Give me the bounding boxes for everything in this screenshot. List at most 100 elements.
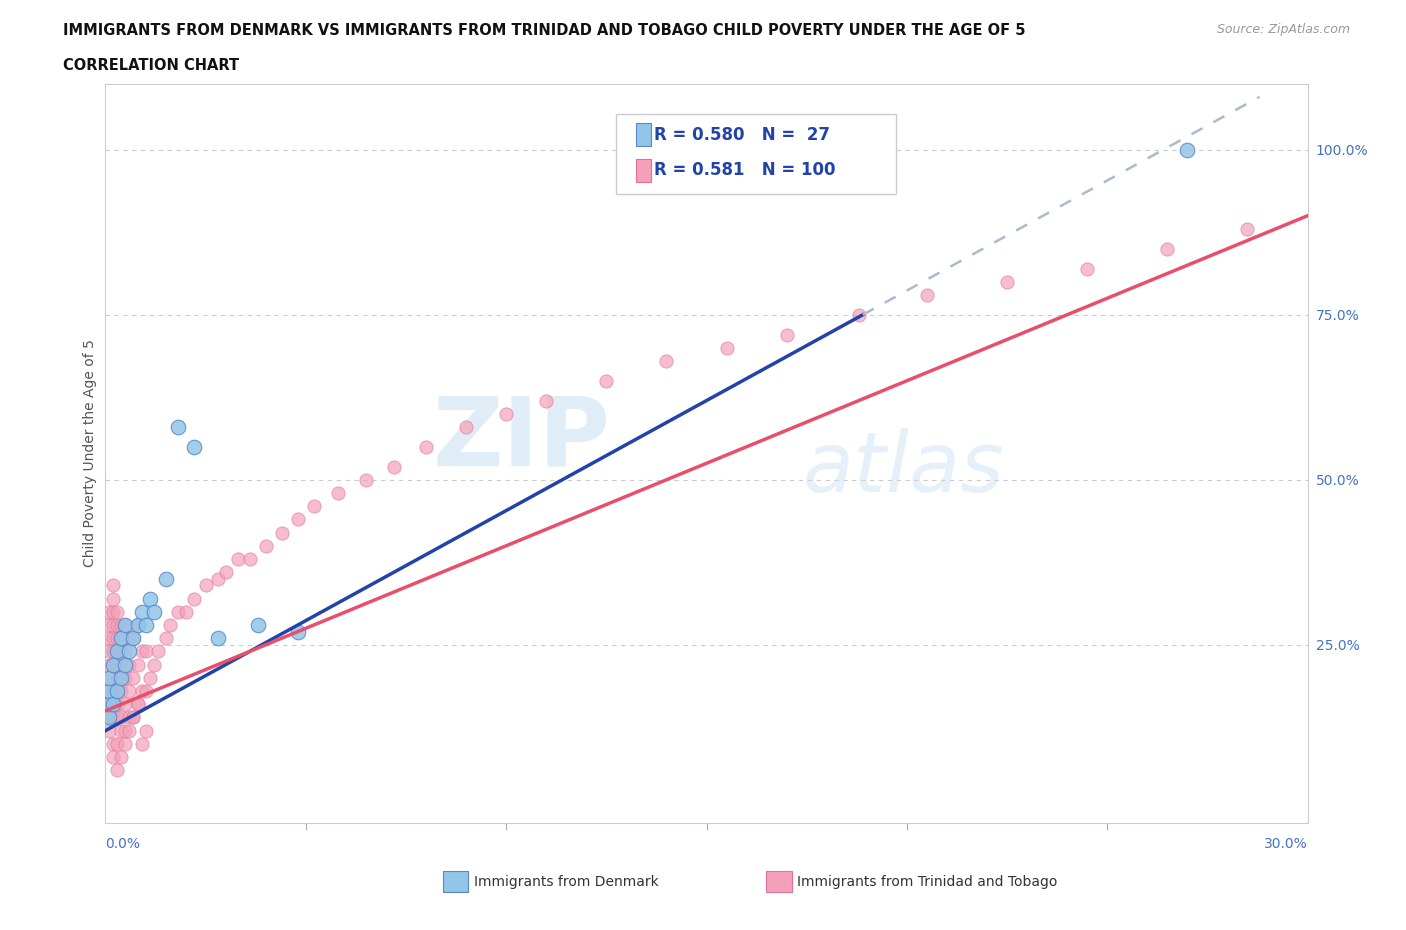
Point (110, 750, 132, 764)
Point (107, 644, 129, 658)
Point (98, 671, 121, 685)
Point (98, 631, 121, 645)
Point (354, 472, 377, 487)
Point (1076, 261, 1098, 276)
Point (107, 631, 129, 645)
Point (138, 671, 160, 685)
Point (118, 631, 141, 645)
Point (1236, 221, 1258, 236)
Point (98, 658, 121, 672)
Text: ZIP: ZIP (433, 392, 610, 485)
Text: IMMIGRANTS FROM DENMARK VS IMMIGRANTS FROM TRINIDAD AND TOBAGO CHILD POVERTY UND: IMMIGRANTS FROM DENMARK VS IMMIGRANTS FR… (63, 23, 1026, 38)
Point (98, 671, 121, 685)
Point (107, 684, 129, 698)
Point (131, 737, 153, 751)
Point (114, 618, 136, 632)
Point (127, 618, 149, 632)
Point (207, 631, 229, 645)
Point (131, 604, 153, 619)
Point (848, 307, 870, 322)
Point (194, 578, 217, 592)
Point (103, 644, 125, 658)
Point (454, 419, 477, 434)
Point (98, 724, 121, 738)
Point (114, 671, 136, 685)
Point (214, 565, 236, 579)
Point (107, 671, 129, 685)
Point (127, 618, 149, 632)
Point (595, 373, 617, 388)
Point (98, 684, 121, 698)
Point (122, 631, 145, 645)
Point (166, 419, 188, 434)
Point (716, 340, 738, 355)
Point (110, 671, 132, 685)
Point (495, 406, 517, 421)
Point (207, 571, 229, 586)
Point (174, 604, 197, 619)
Point (122, 710, 145, 724)
Point (326, 485, 349, 500)
Point (855, 142, 877, 157)
Point (122, 631, 145, 645)
Point (118, 724, 141, 738)
Point (98, 644, 121, 658)
Point (107, 710, 129, 724)
Y-axis label: Child Poverty Under the Age of 5: Child Poverty Under the Age of 5 (83, 339, 97, 567)
Point (103, 578, 125, 592)
Text: Immigrants from Trinidad and Tobago: Immigrants from Trinidad and Tobago (797, 874, 1057, 889)
Point (110, 684, 132, 698)
Point (127, 697, 149, 711)
Point (114, 618, 136, 632)
Point (107, 618, 129, 632)
Point (142, 658, 165, 672)
Point (103, 658, 125, 672)
Point (110, 618, 132, 632)
Point (1177, 142, 1199, 157)
Point (114, 644, 136, 658)
Point (107, 684, 129, 698)
Point (114, 724, 136, 738)
Point (183, 591, 205, 606)
Point (103, 591, 125, 606)
Point (122, 671, 145, 685)
Point (107, 644, 129, 658)
Point (107, 737, 129, 751)
Text: CORRELATION CHART: CORRELATION CHART (63, 58, 239, 73)
Text: 30.0%: 30.0% (1264, 837, 1308, 851)
Point (146, 644, 169, 658)
Point (138, 591, 160, 606)
Text: 0.0%: 0.0% (105, 837, 141, 851)
Point (226, 551, 249, 566)
Point (98, 618, 121, 632)
Point (655, 353, 678, 368)
Point (98, 684, 121, 698)
Point (110, 671, 132, 685)
Point (110, 710, 132, 724)
Point (103, 697, 125, 711)
Point (534, 393, 557, 408)
Point (103, 750, 125, 764)
Point (107, 763, 129, 777)
Point (382, 459, 405, 474)
Point (98, 710, 121, 724)
Point (131, 644, 153, 658)
Point (103, 631, 125, 645)
Point (270, 525, 292, 540)
Point (103, 604, 125, 619)
Point (110, 644, 132, 658)
Text: R = 0.581   N = 100: R = 0.581 N = 100 (654, 161, 835, 179)
Point (98, 697, 121, 711)
Point (98, 604, 121, 619)
Text: Source: ZipAtlas.com: Source: ZipAtlas.com (1216, 23, 1350, 36)
Point (103, 710, 125, 724)
Point (103, 684, 125, 698)
Point (135, 724, 157, 738)
Point (110, 631, 132, 645)
Point (135, 684, 157, 698)
Point (239, 551, 262, 566)
Point (142, 604, 165, 619)
Point (127, 658, 149, 672)
Point (415, 439, 437, 454)
Point (114, 737, 136, 751)
